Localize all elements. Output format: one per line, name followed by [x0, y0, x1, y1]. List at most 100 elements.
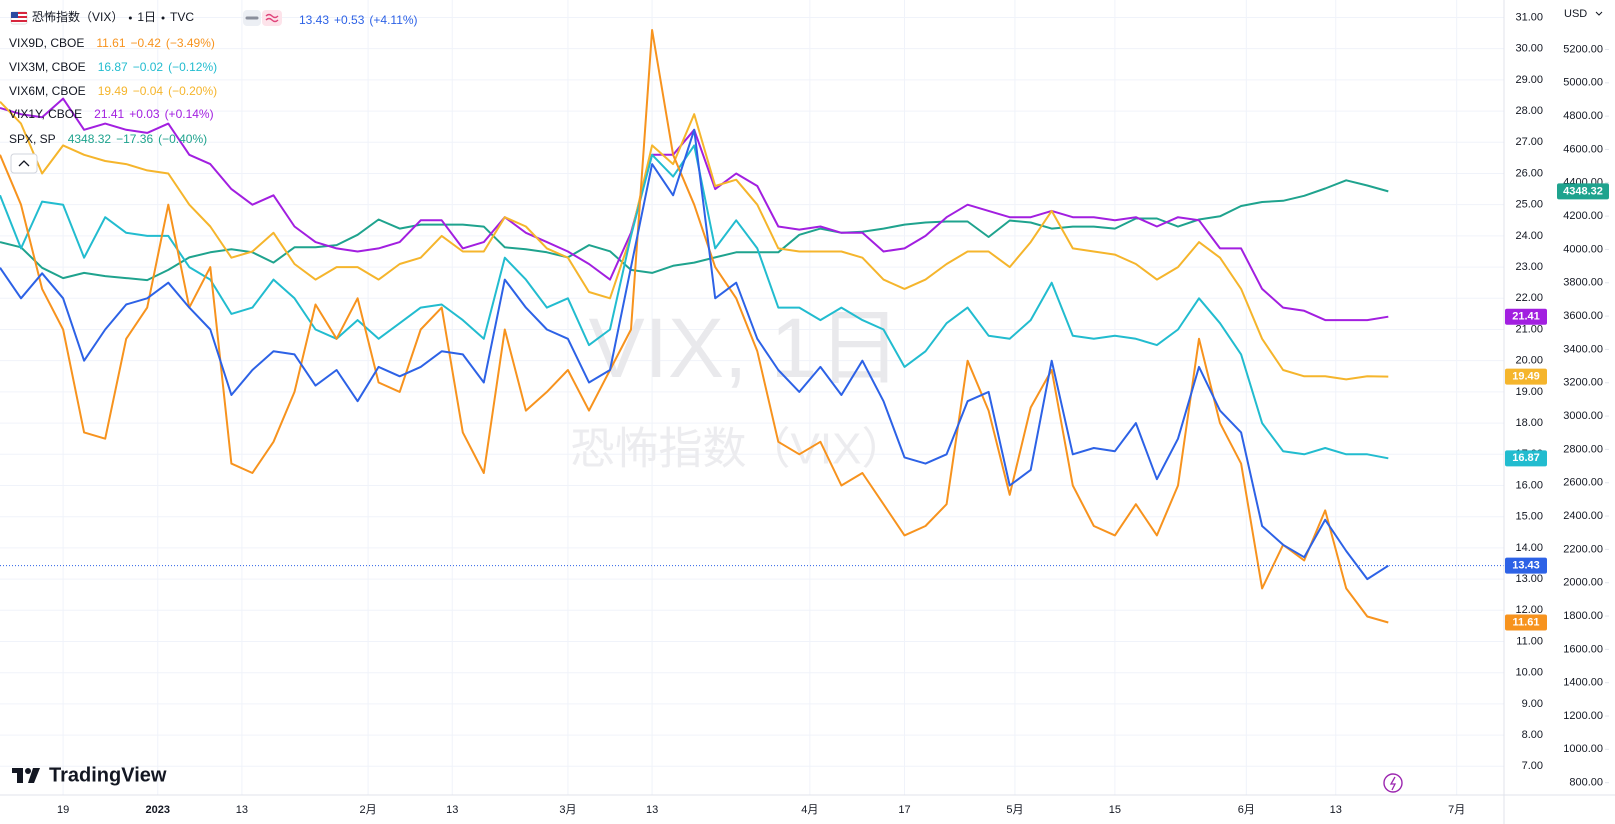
price-badge [1505, 557, 1547, 574]
y-tick-label: 20.00 [1515, 355, 1543, 367]
y2-tick-label: 5200.00 [1563, 43, 1603, 55]
legend-name: VIX1Y, CBOE [9, 107, 82, 121]
series-line [0, 179, 1389, 282]
x-tick-label: 2023 [146, 804, 170, 816]
legend-name: VIX9D, CBOE [9, 36, 84, 50]
brand-logo [12, 768, 40, 783]
y-tick-label: 25.00 [1515, 199, 1543, 211]
price-badge-label: 4348.32 [1563, 185, 1603, 197]
x-tick-label: 7月 [1448, 804, 1465, 816]
y2-tick-label: 2000.00 [1563, 577, 1603, 589]
x-tick-label: 15 [1109, 804, 1121, 816]
legend-name: VIX6M, CBOE [9, 84, 86, 98]
price-badge-label: 19.49 [1512, 371, 1540, 383]
legend-quote: (−0.12%) [168, 60, 217, 74]
legend-quote: (−0.40%) [158, 132, 207, 146]
y2-tick-label: 3600.00 [1563, 310, 1603, 322]
legend-quote: 21.41 [94, 107, 124, 121]
legend-quote: 11.61 [96, 36, 125, 50]
events-icon[interactable] [1383, 773, 1403, 793]
header-buttons[interactable] [243, 10, 282, 26]
legend: 恐怖指数（VIX） 1日 TVC 13.43 +0.53 (+4.11%) VIX9D, C… [9, 9, 418, 146]
x-tick-label: 13 [1330, 804, 1342, 816]
currency-label[interactable]: USD [1564, 8, 1587, 20]
y2-tick-label: 3800.00 [1563, 277, 1603, 289]
y-tick-label: 23.00 [1515, 261, 1543, 273]
y-tick-label: 7.00 [1522, 760, 1543, 772]
y-tick-label: 16.00 [1515, 479, 1543, 491]
x-tick-label: 13 [446, 804, 458, 816]
currency-chevron [1595, 11, 1603, 16]
price-badge [1505, 308, 1547, 325]
separator-dot [161, 16, 165, 20]
x-tick-label: 13 [236, 804, 248, 816]
header-quote: (+4.11%) [369, 13, 417, 27]
price-badge-label: 21.41 [1512, 311, 1540, 323]
compare-button[interactable] [262, 10, 282, 26]
series-line [0, 29, 1389, 624]
y-tick-label: 18.00 [1515, 417, 1543, 429]
collapse-button[interactable] [10, 153, 38, 174]
legend-name: VIX3M, CBOE [9, 60, 86, 74]
legend-quote: 4348.32 [68, 132, 112, 146]
legend-quote: 16.87 [98, 60, 128, 74]
y-tick-label: 22.00 [1515, 292, 1543, 304]
y2-tick-label: 2600.00 [1563, 477, 1603, 489]
flag-icon [10, 11, 28, 25]
y-tick-label: 11.00 [1516, 635, 1543, 647]
y-tick-label: 28.00 [1515, 105, 1543, 117]
y-tick-label: 29.00 [1515, 74, 1543, 86]
y-tick-label: 19.00 [1515, 386, 1543, 398]
series-line [0, 128, 1389, 581]
brand-name: TradingView [49, 764, 167, 786]
y-tick-label: 14.00 [1515, 542, 1543, 554]
x-tick-label: 3月 [559, 804, 576, 816]
price-badge-label: 13.43 [1512, 560, 1540, 572]
y2-tick-label: 1400.00 [1563, 677, 1603, 689]
y2-tick-label: 2400.00 [1563, 510, 1603, 522]
watermark-symbol: VIX, 1日 [589, 301, 902, 395]
y-tick-label: 12.00 [1515, 604, 1543, 616]
x-tick-label: 17 [898, 804, 910, 816]
y2-tick-label: 1800.00 [1563, 610, 1603, 622]
price-badges: 13.43 11.61 16.87 19.49 21.41 4348.32 [1505, 183, 1609, 631]
y2-tick-label: 4800.00 [1563, 110, 1603, 122]
y-tick-label: 9.00 [1522, 698, 1543, 710]
symbol-exchange: TVC [170, 10, 194, 24]
header-quote: 13.43 [299, 13, 329, 27]
legend-quote: −17.36 [116, 132, 153, 146]
axes: 7.00 8.00 9.00 10.00 11.00 12.00 13.00 14.00 15.… [57, 11, 1609, 816]
price-badge [1557, 183, 1609, 200]
y2-tick-label: 3400.00 [1563, 343, 1603, 355]
y-tick-label: 15.00 [1515, 511, 1543, 523]
watermark-title: 恐怖指数（VIX） [571, 425, 906, 474]
x-tick-label: 6月 [1238, 804, 1255, 816]
y2-tick-label: 2800.00 [1563, 443, 1603, 455]
price-badge [1505, 368, 1547, 385]
y2-tick-label: 800.00 [1569, 777, 1603, 789]
legend-quote: +0.03 [129, 107, 160, 121]
legend-quote: −0.02 [133, 60, 164, 74]
y-tick-label: 10.00 [1515, 667, 1543, 679]
series-line [0, 144, 1389, 460]
legend-name: SPX, SP [9, 132, 56, 146]
legend-quote: −0.04 [133, 84, 164, 98]
y-tick-label: 21.00 [1515, 323, 1543, 335]
legend-quote: (−3.49%) [166, 36, 215, 50]
x-tick-label: 13 [646, 804, 658, 816]
y2-tick-label: 4200.00 [1563, 210, 1603, 222]
y-tick-label: 27.00 [1515, 136, 1543, 148]
x-tick-label: 19 [57, 804, 69, 816]
legend-quote: (−0.20%) [168, 84, 217, 98]
x-tick-label: 4月 [801, 804, 818, 816]
price-badge-label: 16.87 [1512, 452, 1540, 464]
y-tick-label: 31.00 [1515, 11, 1543, 23]
symbol-interval: 1日 [137, 10, 156, 24]
grid [0, 0, 1504, 795]
price-badge [1505, 450, 1547, 467]
y2-tick-label: 1000.00 [1563, 743, 1603, 755]
symbol-title: 恐怖指数（VIX） [32, 9, 123, 24]
